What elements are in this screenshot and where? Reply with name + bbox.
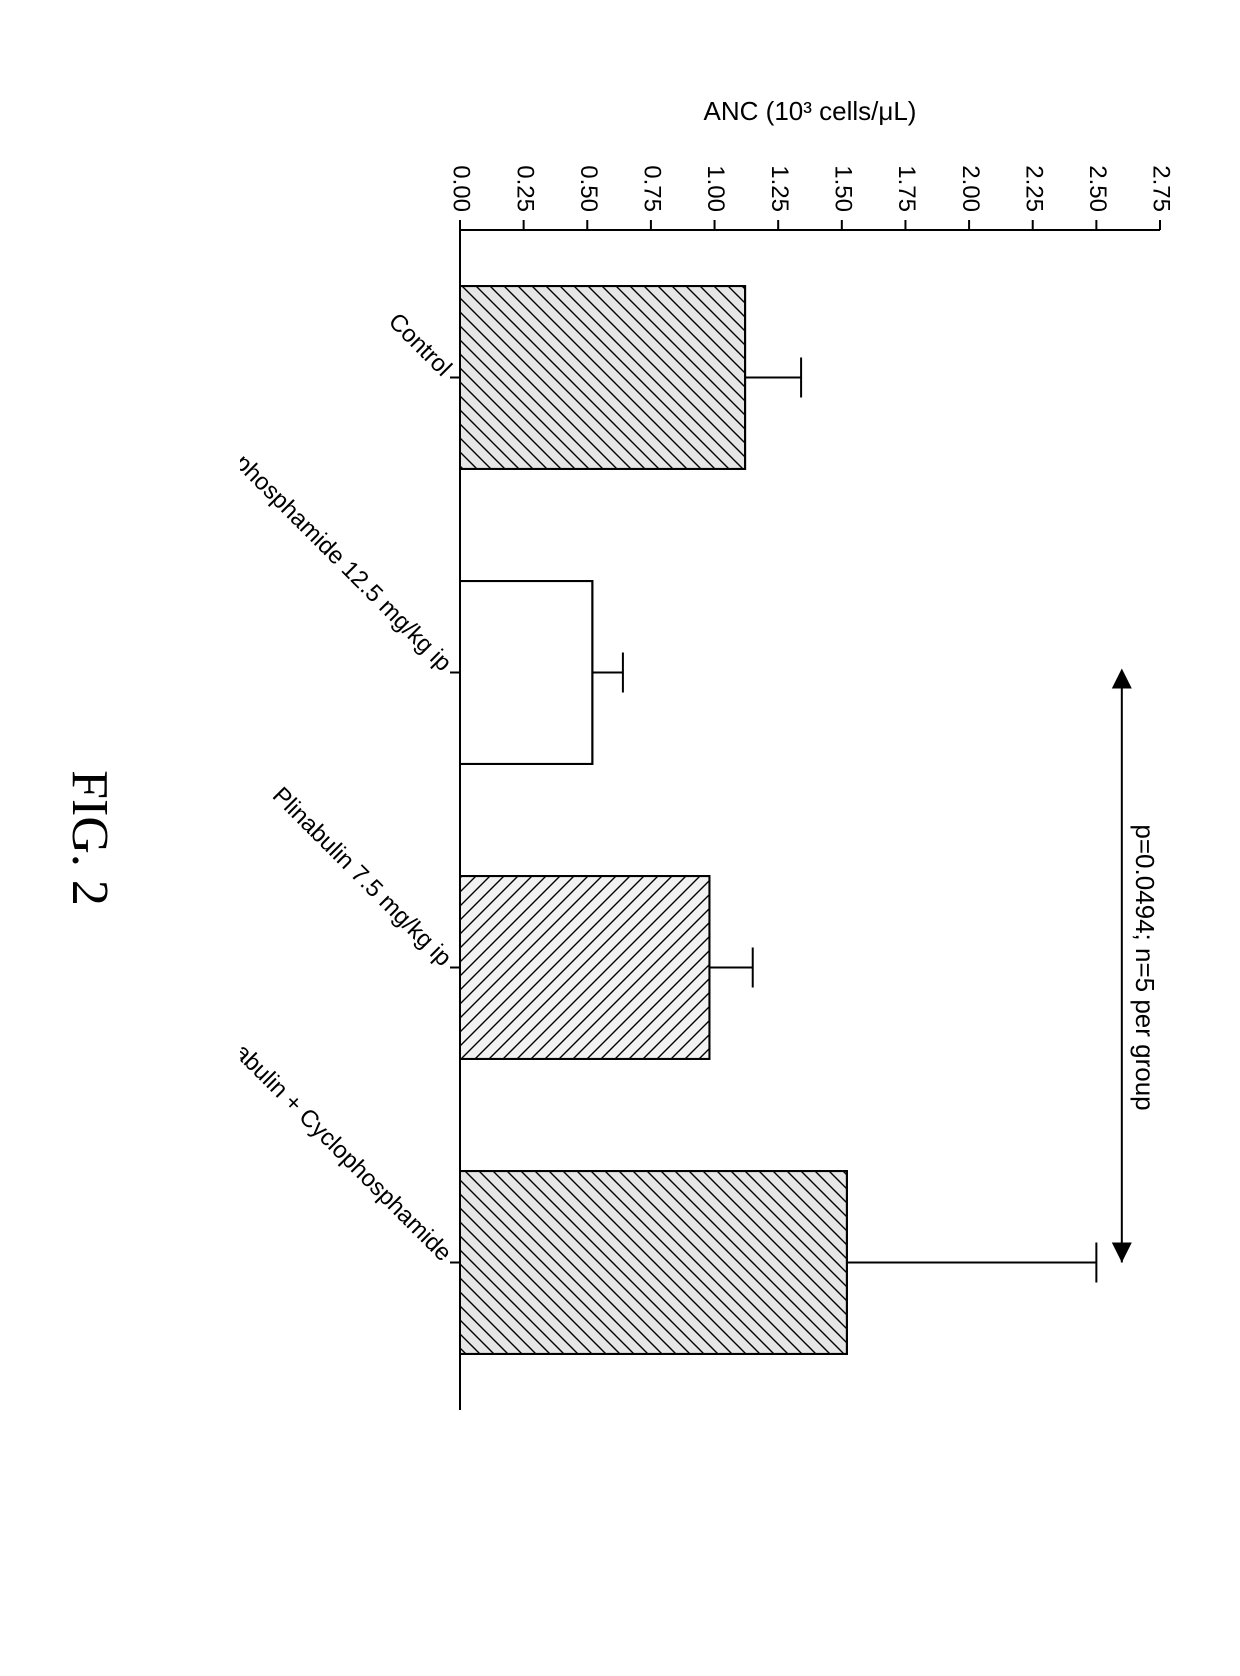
x-tick-label: Plinabulin + Cyclophosphamide xyxy=(240,1010,457,1266)
x-tick-label: Cyclophosphamide 12.5 mg/kg ip xyxy=(240,407,457,677)
y-tick-label: 1.00 xyxy=(702,165,729,212)
y-tick-label: 0.25 xyxy=(511,165,538,212)
x-tick-label: Control xyxy=(383,308,457,382)
bar xyxy=(460,581,592,764)
page: 0.00 0.25 0.50 0.75 1.00 1.25 1.50 1.75 2.00 2.25… xyxy=(0,0,1240,1676)
y-tick-label: 0.00 xyxy=(448,165,475,212)
bar-hatch xyxy=(460,876,709,1059)
y-tick-label: 1.75 xyxy=(893,165,920,212)
figure-caption: FIG. 2 xyxy=(61,770,118,906)
y-tick-label: 0.50 xyxy=(575,165,602,212)
bar-hatch xyxy=(460,1171,847,1354)
bar-hatch xyxy=(460,286,745,469)
y-tick-label: 0.75 xyxy=(639,165,666,212)
y-tick-label: 2.00 xyxy=(957,165,984,212)
y-tick-label: 1.25 xyxy=(766,165,793,212)
y-tick-label: 2.50 xyxy=(1084,165,1111,212)
rotated-canvas: 0.00 0.25 0.50 0.75 1.00 1.25 1.50 1.75 2.00 2.25… xyxy=(0,0,1240,1676)
x-tick-label: Plinabulin 7.5 mg/kg ip xyxy=(267,782,457,972)
figure-caption-wrap: FIG. 2 xyxy=(60,0,119,1676)
y-tick-label: 2.75 xyxy=(1148,165,1175,212)
y-tick-label: 2.25 xyxy=(1020,165,1047,212)
annotation-text: p=0.0494; n=5 per group xyxy=(1130,824,1160,1110)
y-tick-label: 1.50 xyxy=(829,165,856,212)
bar-chart: 0.00 0.25 0.50 0.75 1.00 1.25 1.50 1.75 2.00 2.25… xyxy=(240,0,1240,1500)
y-axis-title: ANC (10³ cells/μL) xyxy=(704,96,917,126)
